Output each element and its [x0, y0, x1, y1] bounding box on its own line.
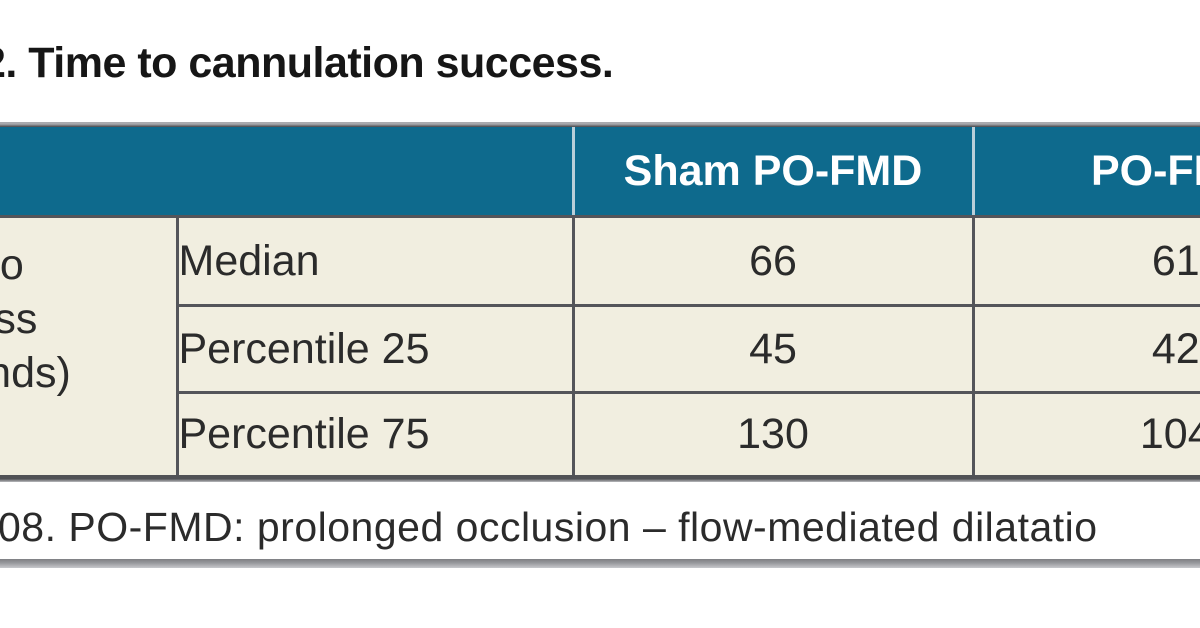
row-label: Percentile 75 [175, 391, 573, 475]
row-label: Median [175, 215, 573, 306]
value-pofmd: 104 [971, 391, 1200, 475]
header-cell-sham: Sham PO-FMD [571, 127, 973, 218]
row-group-label-cell: Time to success (seconds) [0, 216, 177, 475]
table-title: 2. Time to cannulation success. [0, 39, 614, 87]
value-sham: 45 [571, 304, 973, 393]
value-sham: 66 [571, 215, 973, 306]
header-cell-pofmd: PO-FMD [971, 127, 1200, 218]
data-table: Sham PO-FMD PO-FMD Time to success (seco… [0, 127, 1200, 475]
table-row: Percentile 75 130 104 [0, 391, 1200, 475]
row-label: Percentile 25 [175, 304, 573, 393]
table-row: Time to success (seconds) Median 66 61 [0, 215, 1200, 475]
table-bottom-border [0, 475, 1200, 482]
table-top-border [0, 122, 1200, 127]
table-footnote: 08. PO-FMD: prolonged occlusion – flow-m… [0, 504, 1098, 550]
section-divider-rule [0, 559, 1200, 568]
value-pofmd: 61 [971, 215, 1200, 306]
header-cell-blank [0, 127, 573, 218]
row-group-label: Time to success (seconds) [0, 240, 71, 397]
value-sham: 130 [571, 391, 973, 475]
table-row: Percentile 25 45 42 [0, 304, 1200, 393]
value-pofmd: 42 [971, 304, 1200, 393]
table-header-row: Sham PO-FMD PO-FMD [0, 127, 1200, 218]
data-table-wrap: Sham PO-FMD PO-FMD Time to success (seco… [0, 122, 1200, 482]
